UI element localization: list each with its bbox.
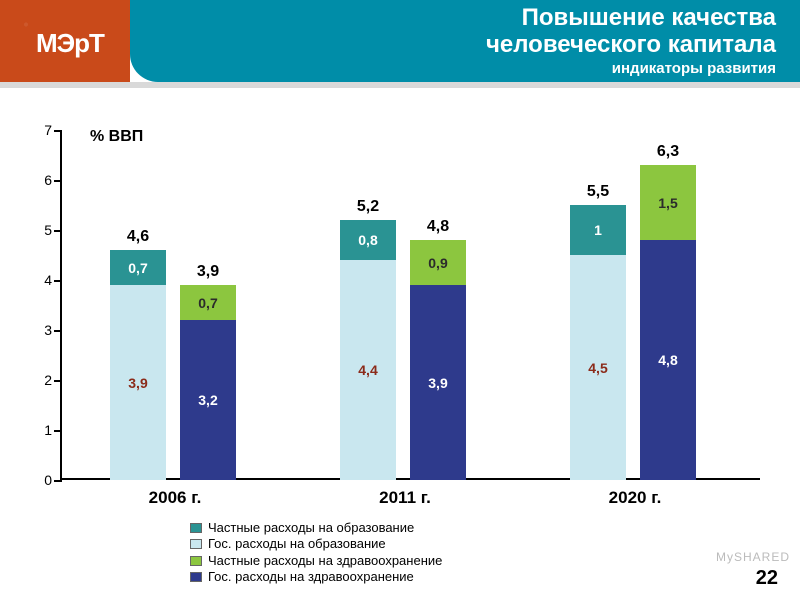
y-tick	[54, 180, 62, 182]
legend-swatch	[190, 556, 202, 566]
bar-segment: 4,5	[570, 255, 626, 480]
bar-total-label: 5,2	[340, 198, 396, 216]
bar-segment: 0,9	[410, 240, 466, 285]
y-tick-label: 2	[38, 372, 52, 388]
bar: 3,20,73,9	[180, 285, 236, 480]
axis-title: % ВВП	[90, 128, 143, 146]
bar: 4,40,85,2	[340, 220, 396, 480]
x-label: 2020 г.	[560, 488, 710, 508]
title-band: Повышение качества человеческого капитал…	[130, 0, 800, 82]
bar-segment: 0,8	[340, 220, 396, 260]
legend-swatch	[190, 539, 202, 549]
title-line2: человеческого капитала	[486, 32, 776, 58]
bar-segment: 3,9	[110, 285, 166, 480]
x-label: 2006 г.	[100, 488, 250, 508]
header-divider	[0, 82, 800, 88]
y-tick-label: 7	[38, 122, 52, 138]
bar-segment: 3,9	[410, 285, 466, 480]
y-tick-label: 6	[38, 172, 52, 188]
y-tick-label: 0	[38, 472, 52, 488]
logo-text: МЭрТ	[36, 28, 104, 59]
legend: Частные расходы на образованиеГос. расхо…	[190, 520, 442, 585]
y-axis	[60, 130, 62, 480]
bar-segment: 4,8	[640, 240, 696, 480]
watermark: MySHARED	[716, 550, 790, 564]
y-tick-label: 3	[38, 322, 52, 338]
legend-item: Гос. расходы на образование	[190, 536, 442, 552]
page-number: 22	[756, 567, 778, 590]
bar-segment: 3,2	[180, 320, 236, 480]
bar-segment: 1	[570, 205, 626, 255]
bar-group: 4,515,54,81,56,3	[570, 165, 696, 480]
y-tick-label: 1	[38, 422, 52, 438]
y-tick	[54, 430, 62, 432]
y-tick	[54, 130, 62, 132]
bar: 4,81,56,3	[640, 165, 696, 480]
legend-swatch	[190, 523, 202, 533]
header: МЭрТ Повышение качества человеческого ка…	[0, 0, 800, 110]
legend-label: Частные расходы на образование	[208, 520, 414, 536]
bar-segment: 0,7	[180, 285, 236, 320]
legend-label: Гос. расходы на здравоохранение	[208, 569, 414, 585]
x-label: 2011 г.	[330, 488, 480, 508]
logo-box: МЭрТ	[0, 0, 130, 82]
bar-segment: 1,5	[640, 165, 696, 240]
bar-group: 3,90,74,63,20,73,9	[110, 250, 236, 480]
subtitle: индикаторы развития	[612, 60, 776, 77]
y-tick-label: 4	[38, 272, 52, 288]
bar-segment: 0,7	[110, 250, 166, 285]
bar: 3,90,94,8	[410, 240, 466, 480]
legend-item: Частные расходы на здравоохранение	[190, 553, 442, 569]
legend-item: Частные расходы на образование	[190, 520, 442, 536]
bar: 3,90,74,6	[110, 250, 166, 480]
y-tick	[54, 230, 62, 232]
y-tick	[54, 330, 62, 332]
bar-total-label: 5,5	[570, 183, 626, 201]
legend-label: Частные расходы на здравоохранение	[208, 553, 442, 569]
chart: % ВВП 01234567 3,90,74,63,20,73,94,40,85…	[40, 130, 760, 510]
bar-segment: 4,4	[340, 260, 396, 480]
y-tick	[54, 480, 62, 482]
title-line1: Повышение качества	[522, 5, 776, 31]
legend-swatch	[190, 572, 202, 582]
bar-total-label: 3,9	[180, 263, 236, 281]
bar-group: 4,40,85,23,90,94,8	[340, 220, 466, 480]
bar-total-label: 4,6	[110, 228, 166, 246]
legend-item: Гос. расходы на здравоохранение	[190, 569, 442, 585]
bar-total-label: 6,3	[640, 143, 696, 161]
y-tick-label: 5	[38, 222, 52, 238]
y-tick	[54, 380, 62, 382]
bar: 4,515,5	[570, 205, 626, 480]
y-tick	[54, 280, 62, 282]
bar-total-label: 4,8	[410, 218, 466, 236]
legend-label: Гос. расходы на образование	[208, 536, 386, 552]
